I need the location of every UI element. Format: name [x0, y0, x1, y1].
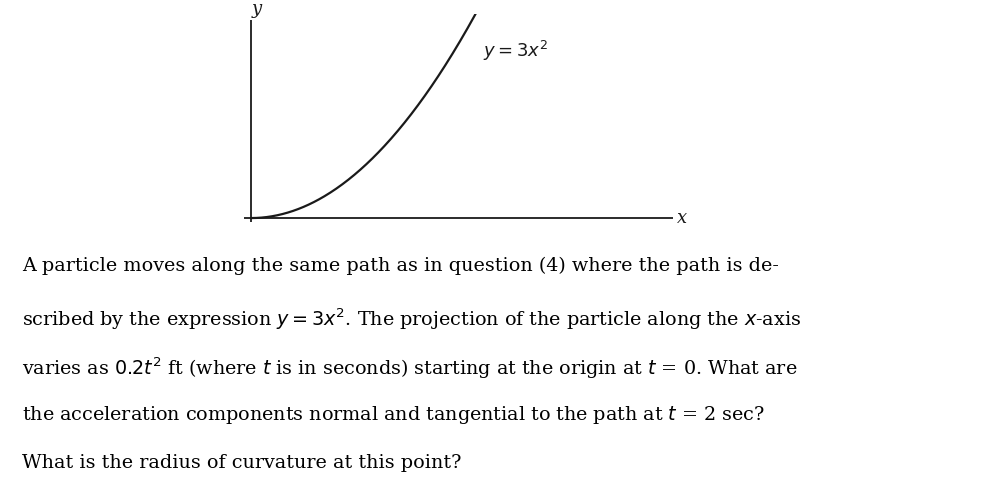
- Text: varies as $0.2t^2$ ft (where $t$ is in seconds) starting at the origin at $t$ = : varies as $0.2t^2$ ft (where $t$ is in s…: [22, 355, 797, 381]
- Text: the acceleration components normal and tangential to the path at $t$ = 2 sec?: the acceleration components normal and t…: [22, 404, 765, 426]
- Text: What is the radius of curvature at this point?: What is the radius of curvature at this …: [22, 454, 461, 471]
- Text: y: y: [251, 0, 261, 18]
- Text: A particle moves along the same path as in question (4) where the path is de-: A particle moves along the same path as …: [22, 257, 778, 275]
- Text: scribed by the expression $y = 3x^2$. The projection of the particle along the $: scribed by the expression $y = 3x^2$. Th…: [22, 306, 801, 332]
- Text: x: x: [677, 209, 687, 227]
- Text: $y = 3x^2$: $y = 3x^2$: [483, 39, 548, 63]
